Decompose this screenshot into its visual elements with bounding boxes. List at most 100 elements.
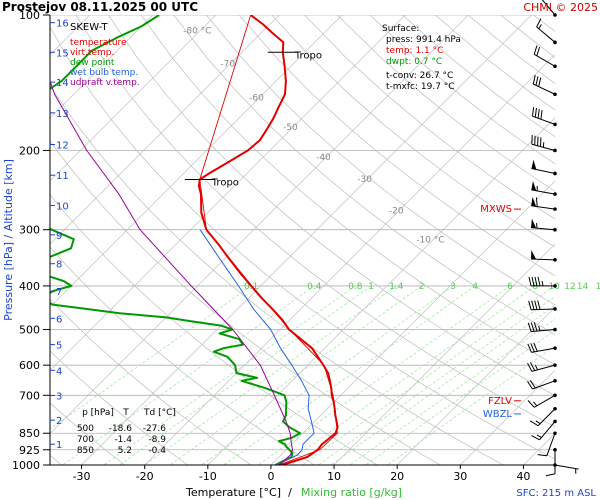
wind-barb-half-feather — [533, 401, 538, 407]
mixing-ratio-line — [258, 285, 511, 465]
wind-barbs — [527, 0, 579, 477]
mixing-ratio-label: 6 — [507, 282, 513, 292]
x-axis-title-mixing: Mixing ratio [g/kg] — [301, 486, 402, 499]
wind-barb-feather — [531, 106, 535, 117]
isotherm-line — [50, 15, 154, 119]
altitude-tick-label: 5 — [56, 341, 62, 352]
altitude-tick-label: 15 — [56, 48, 69, 59]
isotherm-line — [144, 54, 555, 465]
table-cell: 5.2 — [118, 446, 132, 456]
mixing-ratio-label: 12 — [564, 282, 575, 292]
x-axis-title-separator: / — [288, 486, 292, 499]
mixing-ratio-line — [349, 318, 555, 465]
table-cell: 500 — [77, 424, 94, 434]
isotherm-line — [333, 243, 555, 465]
surface-info: Surface: press: 991.4 hPa temp: 1.1 °C d… — [382, 24, 461, 92]
surface-press: press: 991.4 hPa — [386, 35, 461, 45]
wind-barb-feather — [528, 300, 532, 310]
wind-barb-half-feather — [536, 223, 538, 229]
wind-barb — [527, 362, 557, 372]
wind-barb — [531, 135, 557, 153]
dry-adiabat — [50, 350, 189, 465]
altitude-tick-label: 13 — [56, 109, 69, 120]
wind-barb-feather — [527, 322, 532, 332]
wind-barb-feather — [527, 380, 533, 390]
chart-series — [50, 15, 339, 465]
isotherm-label: -30 — [357, 175, 372, 185]
wind-barb-staff — [532, 380, 556, 390]
wind-barb-feather — [535, 197, 538, 207]
isotherm-line — [50, 15, 280, 245]
table-cell: 850 — [77, 446, 94, 456]
tropopause-label: Tropo — [294, 50, 322, 61]
wind-barb-feather — [533, 342, 538, 352]
pressure-tick-label: 600 — [19, 359, 40, 372]
dry-adiabat — [206, 15, 555, 306]
tropopause-markers: Tropo Tropo — [184, 50, 322, 188]
tropopause-label: Tropo — [211, 177, 239, 188]
wind-barb-staff — [532, 115, 556, 125]
isotherm-line — [50, 15, 343, 308]
mixing-ratio-label: 8 — [532, 282, 538, 292]
wind-barb — [531, 106, 557, 127]
x-tick-label: 10 — [327, 470, 341, 483]
wind-barb-feather — [527, 362, 533, 372]
isotherm-line — [207, 117, 555, 465]
altitude-tick-label: 3 — [56, 392, 62, 403]
isotherm-label: -10 °C — [416, 235, 444, 245]
wind-barb — [528, 300, 557, 311]
isotherm-label: -60 — [249, 94, 264, 104]
wind-barb-staff — [541, 0, 556, 16]
wind-barb-feather — [530, 322, 535, 332]
wind-barb-staff — [531, 364, 556, 372]
altitude-tick-label: 10 — [56, 201, 69, 212]
y-axis-title: Pressure [hPa] / Altitude [km] — [2, 159, 15, 321]
wind-barb-staff — [533, 53, 556, 67]
legend-entry: dew point — [70, 58, 115, 68]
wind-barb — [527, 393, 557, 408]
mixing-ratio-label: 0.8 — [348, 282, 363, 292]
dry-adiabat — [50, 194, 378, 465]
mixing-ratio-line — [283, 285, 536, 465]
altitude-tick-label: 1 — [56, 440, 62, 451]
isotherm-labels: -80 °C -70 -60 -50 -40 -30 -20 -10 °C — [183, 27, 445, 246]
dry-adiabat — [75, 15, 555, 428]
isotherm-line — [396, 306, 555, 465]
isotherm-line — [50, 15, 469, 435]
dry-adiabat — [271, 15, 555, 248]
wind-barb — [529, 406, 557, 427]
dry-adiabat — [238, 15, 555, 277]
wind-barb-staff — [537, 408, 556, 427]
series-virt-temp — [199, 15, 338, 465]
wind-barb — [537, 431, 557, 457]
x-tick-label: -20 — [136, 470, 154, 483]
mixing-ratio-label: 1.4 — [389, 282, 404, 292]
x-tick-label: -10 — [199, 470, 217, 483]
x-axis-title: Temperature [°C] — [185, 486, 281, 499]
altitude-tick-label: 4 — [56, 366, 62, 377]
wind-barb-staff — [536, 26, 556, 43]
table-cell: -1.4 — [114, 435, 132, 445]
wind-barb — [527, 342, 557, 353]
sfc-label: SFC: 215 m ASL — [516, 488, 596, 499]
wind-barb-pennant — [531, 218, 537, 229]
altitude-tick-label: 12 — [56, 141, 69, 152]
wind-barb-feather — [531, 276, 535, 287]
wind-barb — [532, 74, 557, 97]
wind-barb-feather — [533, 322, 538, 332]
table-cell: -27.6 — [143, 424, 167, 434]
wind-barb-feather — [527, 400, 535, 408]
x-tick-label: -30 — [73, 470, 91, 483]
wind-barb-staff — [546, 433, 556, 456]
wind-barb-feather — [537, 276, 541, 287]
wind-barb-pennant — [531, 181, 537, 191]
mixing-ratio-label: 0.4 — [307, 282, 322, 292]
wind-barb — [541, 0, 557, 17]
altitude-tick-labels: 16 15 14 13 12 11 10 9 8 7 6 5 4 3 2 1 — [50, 19, 69, 451]
mixing-ratio-line — [50, 285, 252, 430]
series-udpraft-v-temp — [50, 79, 293, 465]
wind-barb-feather — [530, 362, 536, 371]
altitude-tick-label: 8 — [56, 260, 62, 271]
x-tick-label: 20 — [390, 470, 404, 483]
